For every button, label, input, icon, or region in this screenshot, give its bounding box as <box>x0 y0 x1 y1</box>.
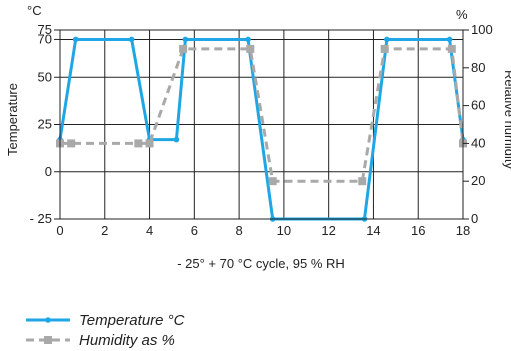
series-line-humidity <box>60 47 465 183</box>
x-tick-label: 8 <box>235 223 242 238</box>
humidity-point <box>268 177 277 186</box>
temperature-point <box>173 136 180 143</box>
humidity-point <box>358 177 367 186</box>
left-tick-label: 75 <box>38 22 52 37</box>
legend-label: Humidity as % <box>79 332 175 349</box>
temperature-point <box>446 36 453 43</box>
left-tick-label: 70 <box>38 31 52 46</box>
caption: - 25° + 70 °C cycle, 95 % RH <box>177 256 345 271</box>
x-tick-label: 2 <box>101 223 108 238</box>
right-tick-label: 20 <box>471 173 485 188</box>
humidity-point <box>134 139 143 148</box>
humidity-point <box>447 44 456 53</box>
left-tick-label: 50 <box>38 69 52 84</box>
right-tick-label: 100 <box>471 22 493 37</box>
humidity-point <box>145 139 154 148</box>
left-axis-title: Temperature <box>5 83 20 156</box>
x-tick-label: 6 <box>191 223 198 238</box>
right-axis-title: Relative humidity <box>502 70 511 169</box>
left-tick-label: - 25 <box>30 211 52 226</box>
humidity-point <box>179 44 188 53</box>
left-tick-label: 25 <box>38 117 52 132</box>
plot-frame <box>59 29 464 220</box>
x-tick-label: 10 <box>277 223 291 238</box>
legend: Temperature °C Humidity as % <box>26 312 185 349</box>
humidity-point <box>380 44 389 53</box>
right-axis-unit: % <box>456 7 468 22</box>
right-tick-label: 60 <box>471 98 485 113</box>
right-tick-label: 40 <box>471 135 485 150</box>
x-tick-label: 18 <box>456 223 470 238</box>
legend-label: Temperature °C <box>79 312 185 329</box>
x-tick-label: 4 <box>146 223 153 238</box>
x-tick-label: 16 <box>411 223 425 238</box>
humidity-point <box>246 44 255 53</box>
temperature-point <box>245 36 251 43</box>
humidity-point <box>67 139 76 148</box>
series-layer <box>56 36 467 222</box>
legend-marker <box>44 336 52 344</box>
temperature-point <box>128 36 135 43</box>
legend-marker <box>45 317 51 323</box>
series-line-temperature <box>58 37 465 221</box>
right-tick-label: 80 <box>471 60 485 75</box>
left-tick-label: 0 <box>45 164 52 179</box>
grid <box>59 29 464 220</box>
x-tick-label: 12 <box>321 223 335 238</box>
temperature-point <box>182 36 189 43</box>
right-tick-label: 0 <box>471 211 478 226</box>
x-tick-label: 0 <box>56 223 63 238</box>
temperature-point <box>384 36 390 43</box>
left-axis-unit: °C <box>27 3 42 18</box>
temperature-point <box>72 36 79 43</box>
x-tick-label: 14 <box>366 223 380 238</box>
